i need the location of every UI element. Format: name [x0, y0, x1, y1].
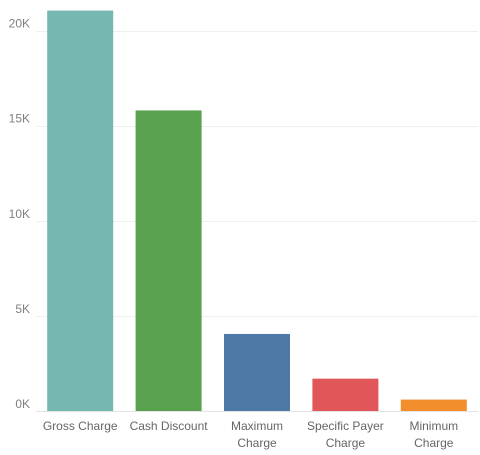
bar-maximum-charge[interactable] — [224, 333, 290, 411]
bar-specific-payer-charge[interactable] — [312, 378, 379, 411]
y-axis-ticks: 0K 5K 10K 15K 20K — [9, 17, 30, 411]
x-category-label: Minimum Charge — [409, 419, 458, 450]
x-category-label: Cash Discount — [130, 419, 209, 433]
x-category-label-line: Maximum — [231, 419, 283, 433]
y-tick-label: 20K — [9, 17, 30, 31]
x-category-label: Specific Payer Charge — [307, 419, 384, 450]
bar-gross-charge[interactable] — [47, 10, 114, 412]
x-category-label-line: Minimum — [409, 419, 458, 433]
y-tick-label: 0K — [15, 397, 30, 411]
bar-minimum-charge[interactable] — [400, 399, 467, 411]
x-category-label-line: Charge — [237, 436, 277, 450]
x-category-label-line: Cash Discount — [130, 419, 209, 433]
bar-cash-discount[interactable] — [135, 110, 202, 412]
y-tick-label: 15K — [9, 112, 30, 126]
x-category-label-line: Charge — [414, 436, 454, 450]
y-tick-label: 5K — [15, 302, 30, 316]
x-category-label: Maximum Charge — [231, 419, 283, 450]
x-category-label: Gross Charge — [43, 419, 118, 433]
bars — [47, 10, 467, 412]
x-category-label-line: Gross Charge — [43, 419, 118, 433]
x-category-label-line: Charge — [326, 436, 366, 450]
x-category-label-line: Specific Payer — [307, 419, 384, 433]
y-tick-label: 10K — [9, 207, 30, 221]
x-axis-category-labels: Gross Charge Cash Discount Maximum ChargeSp… — [43, 419, 458, 450]
